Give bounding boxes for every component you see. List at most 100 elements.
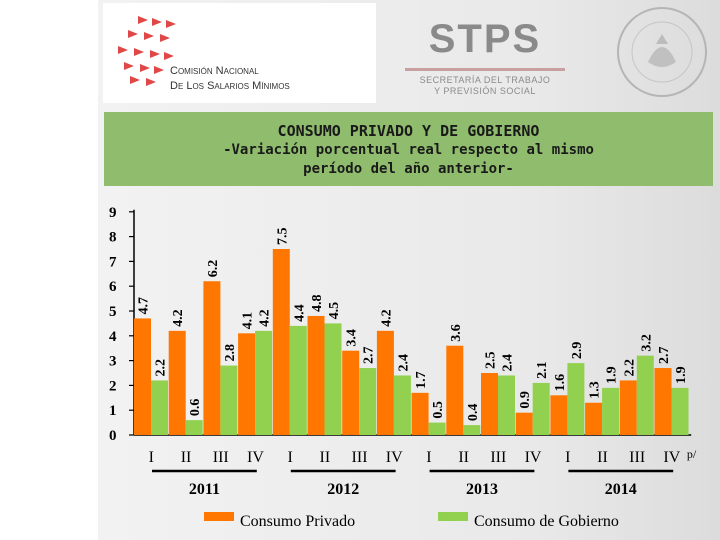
chart-title: CONSUMO PRIVADO Y DE GOBIERNO xyxy=(277,122,540,140)
bar-consumo-gobierno xyxy=(393,375,411,435)
x-tick-label: I xyxy=(565,449,570,466)
bar-consumo-privado xyxy=(342,350,360,435)
data-label-gobierno: 2.4 xyxy=(396,354,411,372)
bar-consumo-privado xyxy=(411,392,429,435)
chart-subtitle-line-1: -Variación porcentual real respecto al m… xyxy=(223,142,594,158)
legend-swatch-gobierno xyxy=(438,512,468,521)
data-label-gobierno: 2.8 xyxy=(223,344,238,362)
chart-bars xyxy=(134,249,689,435)
data-label-gobierno: 2.2 xyxy=(154,359,169,377)
data-label-gobierno: 1.9 xyxy=(674,366,689,384)
data-label-privado: 4.8 xyxy=(310,294,325,312)
data-label-gobierno: 3.2 xyxy=(639,334,654,352)
data-label-privado: 6.2 xyxy=(206,260,221,278)
x-tick-label: IV xyxy=(525,449,542,466)
bar-consumo-privado xyxy=(203,281,221,435)
y-tick-label: 2 xyxy=(109,378,117,394)
bar-consumo-privado xyxy=(550,395,568,435)
bar-consumo-gobierno xyxy=(463,425,481,435)
data-label-privado: 1.6 xyxy=(553,374,568,392)
data-label-gobierno: 4.4 xyxy=(292,304,307,322)
x-tick-label: I xyxy=(149,449,154,466)
x-tick-label: III xyxy=(629,449,645,466)
bar-consumo-privado xyxy=(515,412,533,435)
bar-consumo-privado xyxy=(238,333,256,435)
left-margin xyxy=(0,0,98,540)
bar-consumo-gobierno xyxy=(289,325,307,435)
bar-consumo-gobierno xyxy=(602,387,620,435)
data-label-privado: 1.7 xyxy=(414,371,429,389)
data-label-privado: 4.2 xyxy=(379,309,394,327)
bar-consumo-gobierno xyxy=(532,382,550,435)
x-tick-label: III xyxy=(213,449,229,466)
y-tick-label: 7 xyxy=(109,254,117,270)
stps-divider xyxy=(405,68,565,71)
year-label: 2013 xyxy=(466,481,498,498)
y-tick-label: 0 xyxy=(109,428,117,444)
data-label-privado: 3.4 xyxy=(345,329,360,347)
legend-label-gobierno: Consumo de Gobierno xyxy=(474,513,619,530)
data-label-gobierno: 2.4 xyxy=(501,354,516,372)
y-tick-label: 6 xyxy=(109,279,117,295)
stps-wordmark: STPS xyxy=(428,17,542,61)
data-label-gobierno: 0.4 xyxy=(466,404,481,422)
x-tick-label: I xyxy=(287,449,292,466)
data-label-gobierno: 4.5 xyxy=(327,302,342,320)
cnsm-logo-panel xyxy=(103,3,376,103)
bar-consumo-gobierno xyxy=(185,420,203,435)
y-tick-label: 5 xyxy=(109,304,117,320)
data-label-gobierno: 2.1 xyxy=(535,361,550,379)
bar-consumo-privado xyxy=(168,330,186,435)
bar-consumo-gobierno xyxy=(359,368,377,435)
year-label: 2012 xyxy=(327,481,359,498)
bar-consumo-privado xyxy=(446,345,464,435)
legend-swatch-privado xyxy=(204,512,234,521)
bar-consumo-gobierno xyxy=(151,380,168,435)
data-label-gobierno: 0.5 xyxy=(431,401,446,419)
bar-consumo-privado xyxy=(481,373,498,435)
bar-consumo-gobierno xyxy=(671,387,689,435)
x-tick-label: IV xyxy=(386,449,403,466)
data-label-privado: 4.2 xyxy=(171,309,186,327)
bar-consumo-privado xyxy=(654,368,672,435)
data-label-privado: 7.5 xyxy=(275,228,290,246)
y-tick-label: 3 xyxy=(109,354,117,370)
bar-consumo-gobierno xyxy=(498,375,515,435)
data-label-gobierno: 1.9 xyxy=(605,366,620,384)
cnsm-logo-icon xyxy=(118,16,176,86)
data-label-privado: 3.6 xyxy=(449,324,464,342)
bar-consumo-gobierno xyxy=(636,355,654,435)
cnsm-line-1: Comisión Nacional xyxy=(170,65,259,77)
chart-labels: 4.72.24.20.66.22.84.1 4.27.54.44.8 4.53.42… xyxy=(137,228,690,422)
data-label-gobierno: 0.6 xyxy=(188,399,203,417)
x-tick-label: III xyxy=(352,449,368,466)
mexico-seal-icon xyxy=(617,7,707,97)
data-label-privado: 2.7 xyxy=(657,347,672,365)
x-tick-label: II xyxy=(320,449,331,466)
stps-subtitle-1: SECRETARÍA DEL TRABAJO xyxy=(419,75,551,85)
preliminary-note: p/ xyxy=(687,447,697,461)
bar-consumo-gobierno xyxy=(220,365,238,435)
x-tick-label: II xyxy=(597,449,608,466)
legend-label-privado: Consumo Privado xyxy=(240,513,355,530)
bar-consumo-privado xyxy=(619,380,637,435)
cnsm-line-2: De Los Salarios Mínimos xyxy=(170,80,290,92)
x-tick-label: III xyxy=(490,449,506,466)
bar-consumo-privado xyxy=(585,402,603,435)
data-label-gobierno: 4.2 xyxy=(258,309,273,327)
chart-title-box: CONSUMO PRIVADO Y DE GOBIERNO -Variación… xyxy=(104,112,713,186)
data-label-privado: 1.3 xyxy=(588,381,603,399)
x-tick-label: II xyxy=(181,449,192,466)
bar-consumo-privado xyxy=(272,249,290,435)
year-label: 2011 xyxy=(189,481,220,498)
data-label-privado: 2.5 xyxy=(484,352,499,370)
chart-subtitle-line-2: período del año anterior- xyxy=(303,161,514,177)
chart-legend: Consumo Privado Consumo de Gobierno xyxy=(204,512,619,530)
bar-consumo-privado xyxy=(134,318,151,435)
x-tick-label: IV xyxy=(247,449,264,466)
bar-consumo-gobierno xyxy=(324,323,342,435)
stps-subtitle-2: Y PREVISIÓN SOCIAL xyxy=(434,86,536,96)
data-label-privado: 2.2 xyxy=(622,359,637,377)
data-label-privado: 0.9 xyxy=(518,391,533,409)
